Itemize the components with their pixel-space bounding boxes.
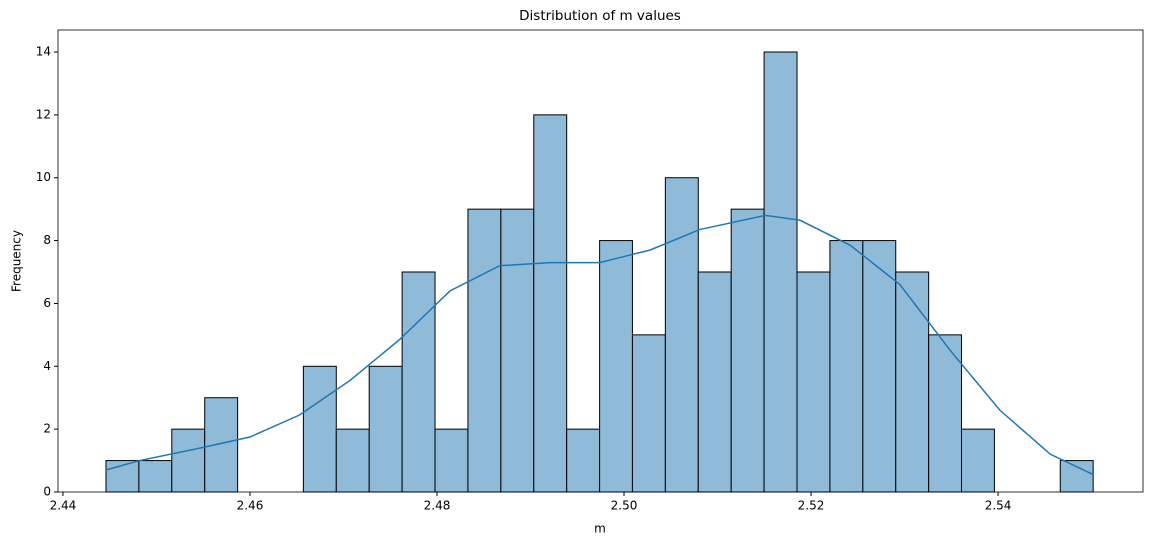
bar	[401, 271, 436, 493]
bar	[566, 428, 601, 493]
bar	[763, 51, 798, 493]
y-tick-label: 4	[43, 359, 51, 373]
bar	[467, 208, 502, 493]
bar	[862, 240, 897, 493]
bar	[368, 365, 403, 493]
y-tick-label: 14	[36, 45, 51, 59]
bar	[796, 271, 831, 493]
bar	[829, 240, 864, 493]
y-tick-label: 10	[36, 170, 51, 184]
x-tick-label: 2.46	[237, 499, 264, 513]
y-tick-label: 12	[36, 107, 51, 121]
x-tick-label: 2.54	[985, 499, 1012, 513]
chart-title: Distribution of m values	[519, 8, 681, 24]
bar	[138, 460, 173, 493]
bar	[533, 114, 568, 493]
bar	[599, 240, 633, 493]
x-tick-label: 2.44	[50, 499, 77, 513]
bar	[960, 428, 995, 493]
plot-frame	[57, 29, 1144, 493]
y-tick-label: 0	[43, 485, 51, 499]
bar	[730, 208, 765, 493]
bar	[697, 271, 732, 493]
x-tick-label: 2.50	[611, 499, 638, 513]
bar	[895, 271, 930, 493]
bar	[335, 428, 370, 493]
x-tick-label: 2.52	[798, 499, 825, 513]
bar	[302, 365, 337, 493]
x-axis-label: m	[594, 522, 606, 536]
bar	[664, 177, 699, 493]
y-tick-label: 6	[43, 296, 51, 310]
x-tick-label: 2.48	[424, 499, 451, 513]
kde-line	[105, 214, 1094, 476]
bar	[171, 428, 206, 493]
bar	[631, 334, 666, 493]
y-tick-label: 2	[43, 422, 51, 436]
bar	[204, 397, 239, 493]
bar	[928, 334, 962, 493]
bar	[434, 428, 469, 493]
bar	[500, 208, 535, 493]
y-axis-label: Frequency	[10, 230, 24, 292]
y-tick-label: 8	[43, 233, 51, 247]
bar	[1059, 460, 1094, 493]
